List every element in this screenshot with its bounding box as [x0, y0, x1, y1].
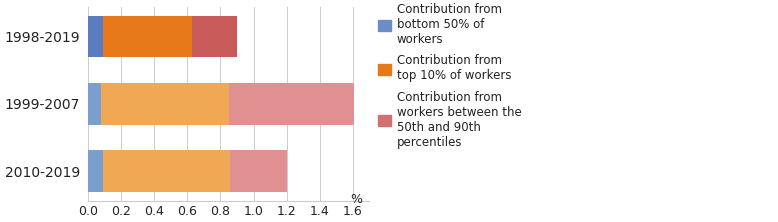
Bar: [101, 83, 229, 125]
Bar: [230, 150, 286, 192]
Text: %: %: [350, 193, 363, 206]
Bar: [103, 16, 192, 57]
Bar: [229, 83, 355, 125]
Bar: [192, 16, 237, 57]
Legend: Contribution from
bottom 50% of
workers, Contribution from
top 10% of workers, C: Contribution from bottom 50% of workers,…: [378, 3, 522, 149]
Bar: [88, 150, 103, 192]
Bar: [88, 16, 103, 57]
Bar: [88, 83, 101, 125]
Bar: [103, 150, 230, 192]
